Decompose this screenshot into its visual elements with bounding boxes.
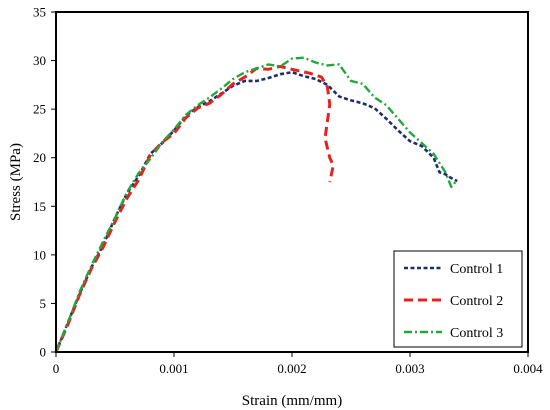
y-tick-label: 30 <box>33 53 46 68</box>
y-tick-label: 15 <box>33 199 46 214</box>
x-tick-label: 0.001 <box>159 361 188 376</box>
y-tick-label: 0 <box>40 345 47 360</box>
legend: Control 1 Control 2 Control 3 <box>393 250 523 348</box>
y-tick-label: 5 <box>40 296 47 311</box>
x-tick-label: 0.003 <box>395 361 424 376</box>
legend-label-control-2: Control 2 <box>450 294 503 309</box>
y-tick-label: 10 <box>33 247 46 262</box>
y-tick-label: 35 <box>33 5 46 20</box>
axis-ticks: 0 0.001 0.002 0.003 0.004 0 5 10 15 20 25 30 35 <box>33 5 543 377</box>
x-tick-label: 0.004 <box>513 361 543 376</box>
y-tick-label: 25 <box>33 102 46 117</box>
y-axis-title: Stress (MPa) <box>8 143 24 221</box>
x-axis-title: Strain (mm/mm) <box>242 393 342 409</box>
x-tick-label: 0.002 <box>277 361 306 376</box>
series-line-control-2 <box>54 64 335 353</box>
series-line-control-3 <box>54 56 459 353</box>
legend-label-control-1: Control 1 <box>450 262 503 277</box>
series-line-control-1 <box>54 70 458 353</box>
series-layer <box>54 56 459 353</box>
legend-box <box>393 250 523 348</box>
y-tick-label: 20 <box>33 150 46 165</box>
legend-label-control-3: Control 3 <box>450 326 503 341</box>
x-tick-label: 0 <box>53 361 60 376</box>
